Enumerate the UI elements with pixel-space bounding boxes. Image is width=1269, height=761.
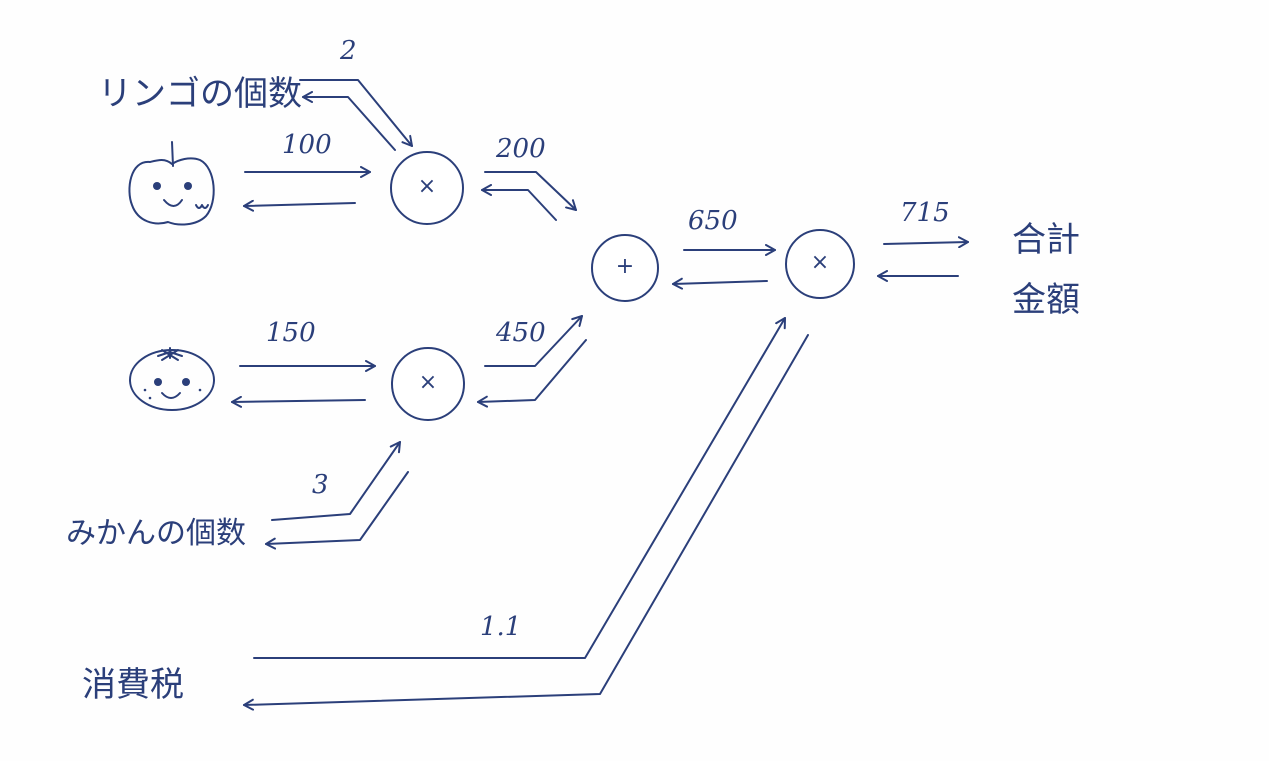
orange-price-value: 150	[266, 318, 316, 348]
edge-orange-price-backward	[231, 395, 366, 408]
total-value: 715	[900, 198, 950, 228]
multiply-operator-tax: ×	[810, 250, 830, 275]
apple-count-label: リンゴの個数	[98, 74, 302, 114]
apple-count-value: 2	[340, 36, 357, 66]
total-label-line2: 金額	[1012, 280, 1080, 320]
multiply-operator-orange: ×	[418, 370, 438, 395]
apple-price-value: 100	[282, 130, 332, 160]
total-label-line1: 合計	[1012, 220, 1080, 260]
edge-total-forward	[883, 236, 969, 249]
apple-subtotal-value: 200	[496, 134, 546, 164]
edge-sum-backward	[672, 277, 768, 290]
add-operator: +	[615, 254, 635, 279]
orange-face-icon	[129, 347, 215, 411]
edge-apple-price-backward	[243, 199, 356, 212]
apple-face-icon	[128, 141, 215, 226]
edge-tax-forward	[253, 317, 786, 659]
edge-orange-subtotal-forward	[484, 315, 583, 367]
edge-orange-subtotal-backward	[477, 339, 587, 408]
edge-tax-backward	[243, 334, 809, 711]
edge-orange-count-forward	[271, 441, 401, 521]
multiply-operator-apple: ×	[417, 174, 437, 199]
edge-apple-subtotal-backward	[481, 184, 557, 221]
multiply-node-orange	[391, 347, 465, 421]
tax-value: 1.1	[480, 612, 522, 642]
orange-count-value: 3	[312, 470, 329, 500]
orange-count-label: みかんの個数	[66, 516, 246, 551]
sum-value: 650	[688, 206, 738, 236]
tax-label: 消費税	[82, 665, 184, 705]
multiply-node-tax	[785, 229, 855, 299]
edge-apple-count-backward	[302, 91, 396, 151]
edge-orange-count-backward	[265, 471, 409, 550]
add-node	[591, 234, 659, 302]
edge-apple-subtotal-forward	[484, 171, 577, 211]
edge-apple-count-forward	[299, 79, 413, 147]
multiply-node-apple	[390, 151, 464, 225]
orange-subtotal-value: 450	[496, 318, 546, 348]
